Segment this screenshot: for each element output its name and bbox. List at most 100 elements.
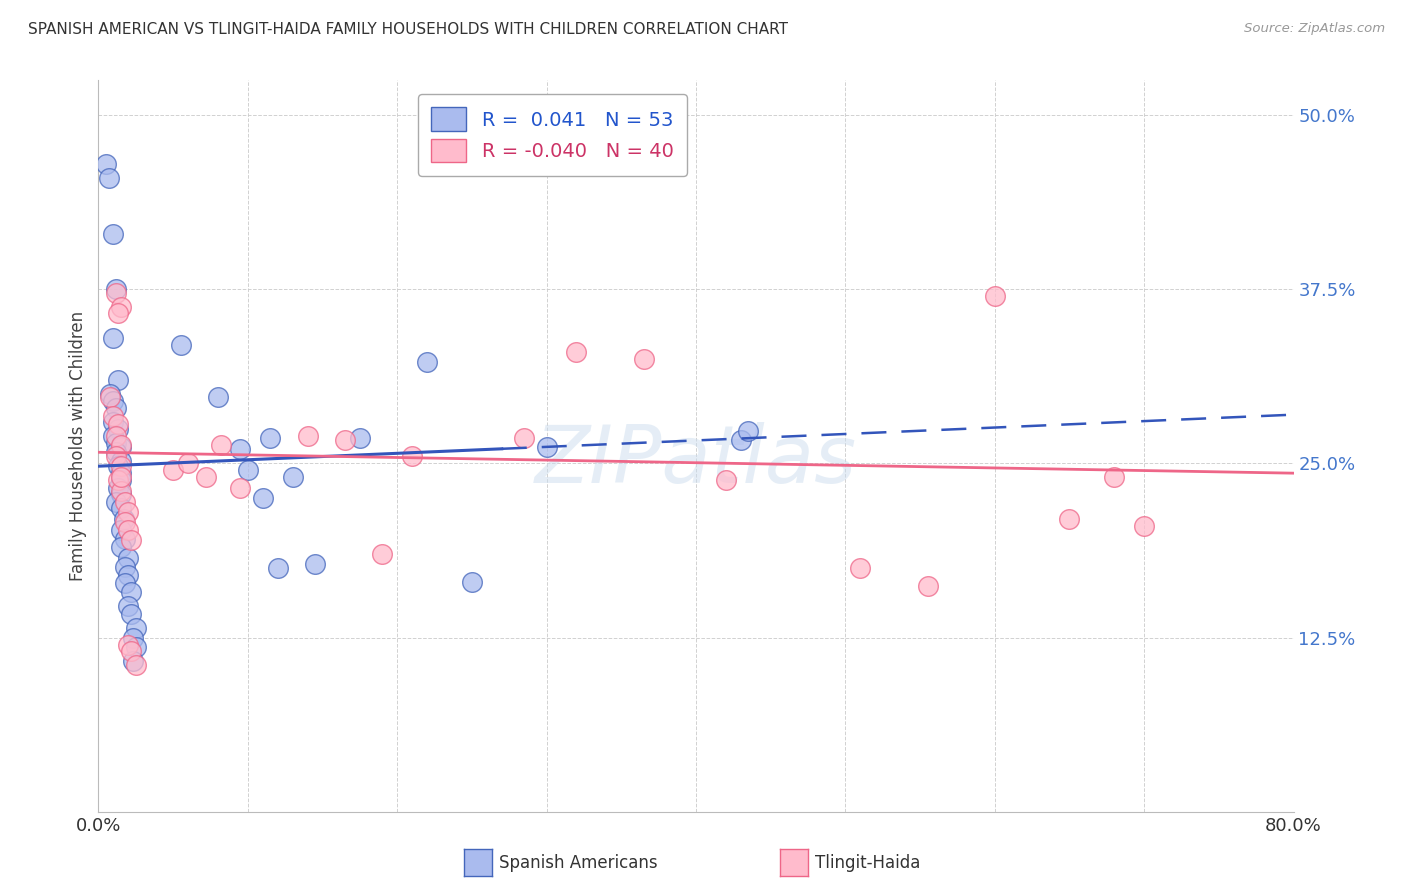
Point (110, 459, 132, 474)
Point (110, 453, 132, 467)
Point (169, 338, 191, 352)
Point (103, 393, 125, 408)
Point (281, 470, 304, 484)
Point (107, 417, 129, 432)
Point (120, 584, 142, 599)
Point (103, 428, 125, 442)
Y-axis label: Family Households with Children: Family Households with Children (69, 311, 87, 581)
Point (1133, 519, 1156, 533)
Point (349, 431, 371, 445)
Point (983, 289, 1005, 303)
Point (849, 561, 872, 575)
Point (110, 540, 132, 554)
Point (110, 473, 132, 487)
Point (730, 433, 752, 447)
Point (297, 428, 319, 442)
Point (112, 512, 135, 526)
Point (117, 505, 139, 519)
Point (117, 523, 139, 537)
Point (110, 301, 132, 315)
Point (107, 482, 129, 496)
Point (229, 442, 252, 457)
Point (121, 654, 143, 668)
Point (117, 551, 139, 566)
Point (125, 621, 148, 635)
Point (633, 351, 655, 366)
Point (162, 463, 184, 477)
Point (207, 390, 229, 404)
Point (110, 470, 132, 484)
Text: ZIPatlas: ZIPatlas (534, 422, 858, 500)
Point (714, 473, 737, 487)
Point (259, 431, 281, 445)
Point (120, 533, 142, 547)
Point (117, 599, 139, 613)
Point (267, 561, 290, 575)
Point (565, 345, 588, 359)
Point (110, 466, 132, 480)
Point (98, 390, 122, 404)
Point (125, 640, 148, 655)
Point (103, 409, 125, 423)
Point (107, 421, 129, 435)
Point (110, 484, 132, 499)
Point (236, 463, 259, 477)
Point (94, 157, 117, 171)
Point (105, 282, 128, 296)
Point (103, 331, 125, 345)
Point (304, 557, 326, 571)
Point (110, 523, 132, 537)
Point (177, 457, 200, 471)
Point (105, 495, 128, 509)
Legend: R =  0.041   N = 53, R = -0.040   N = 40: R = 0.041 N = 53, R = -0.040 N = 40 (418, 94, 688, 176)
Point (105, 401, 128, 415)
Point (110, 440, 132, 454)
Point (536, 440, 558, 454)
Point (97, 170, 120, 185)
Point (120, 607, 142, 621)
Point (110, 438, 132, 452)
Point (107, 306, 129, 320)
Point (114, 576, 136, 591)
Point (125, 658, 148, 673)
Point (1104, 470, 1126, 484)
Point (333, 433, 356, 447)
Text: SPANISH AMERICAN VS TLINGIT-HAIDA FAMILY HOUSEHOLDS WITH CHILDREN CORRELATION CH: SPANISH AMERICAN VS TLINGIT-HAIDA FAMILY… (28, 22, 789, 37)
Point (105, 435, 128, 450)
Point (117, 567, 139, 582)
Point (209, 438, 232, 452)
Point (252, 491, 274, 506)
Point (103, 415, 125, 429)
Point (114, 515, 136, 529)
Point (114, 495, 136, 509)
Point (194, 470, 218, 484)
Text: Tlingit-Haida: Tlingit-Haida (815, 855, 921, 872)
Point (114, 559, 136, 574)
Point (737, 425, 759, 439)
Point (98, 386, 122, 401)
Point (114, 532, 136, 546)
Point (121, 631, 143, 645)
Point (461, 574, 484, 589)
Point (1059, 512, 1081, 526)
Point (107, 373, 129, 387)
Text: Source: ZipAtlas.com: Source: ZipAtlas.com (1244, 22, 1385, 36)
Point (105, 286, 128, 301)
Point (229, 482, 252, 496)
Point (401, 450, 423, 464)
Point (105, 445, 128, 459)
Point (917, 579, 939, 593)
Point (416, 355, 439, 369)
Point (107, 473, 129, 487)
Point (513, 431, 536, 445)
Point (117, 638, 139, 652)
Point (120, 644, 142, 658)
Point (105, 428, 128, 442)
Point (103, 227, 125, 241)
Point (105, 450, 128, 464)
Point (107, 459, 129, 474)
Point (371, 547, 394, 561)
Point (110, 501, 132, 516)
Text: Spanish Americans: Spanish Americans (499, 855, 658, 872)
Point (110, 487, 132, 501)
